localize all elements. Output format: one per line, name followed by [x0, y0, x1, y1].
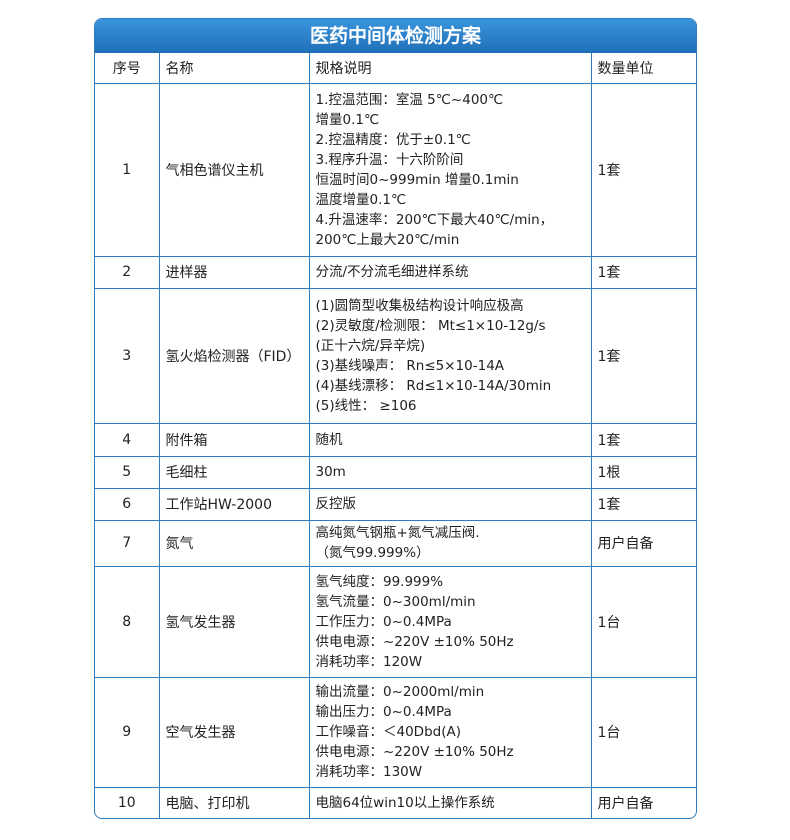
spec-line: 反控版 [315, 496, 357, 512]
name-cell: 氮气 [158, 519, 310, 567]
spec-line: 分流/不分流毛细进样系统 [315, 264, 469, 280]
name-cell: 毛细柱 [158, 455, 310, 489]
spec-line: (4)基线漂移： Rd≤1×10-14A/30min [315, 377, 552, 394]
spec-line: 1.控温范围：室温 5℃~400℃ [315, 91, 504, 108]
index-cell: 1 [95, 82, 160, 257]
table-row: 3 氢火焰检测器（FID） (1)圆筒型收集极结构设计响应极高 (2)灵敏度/检测限：… [95, 287, 696, 424]
spec-line: （氮气99.999%） [315, 545, 430, 561]
table-row: 2 进样器 分流/不分流毛细进样系统 1套 [95, 255, 696, 289]
quantity-cell: 用户自备 [590, 519, 696, 567]
spec-line: 恒温时间0~999min 增量0.1min [315, 171, 519, 188]
column-header: 规格说明 [308, 53, 592, 84]
table-row: 4 附件箱 随机 1套 [95, 422, 696, 457]
spec-line: 增量0.1℃ [315, 111, 380, 128]
table-title: 医药中间体检测方案 [95, 19, 696, 53]
spec-line: (5)线性： ≥106 [315, 397, 417, 414]
spec-line: (1)圆筒型收集极结构设计响应极高 [315, 297, 524, 314]
spec-cell: 反控版 [308, 487, 592, 521]
spec-cell: 30m [308, 455, 592, 489]
spec-line: 30m [315, 464, 346, 480]
plan-table: 医药中间体检测方案 序号 名称 规格说明 数量单位 1 气相色谱仪主机 1.控温范围：室温 … [94, 18, 697, 819]
index-cell: 2 [95, 255, 160, 289]
table-row: 7 氮气 高纯氮气钢瓶+氮气减压阀. （氮气99.999%） 用户自备 [95, 519, 696, 567]
table-row: 9 空气发生器 输出流量：0~2000ml/min 输出压力：0~0.4MPa 工作噪音… [95, 676, 696, 788]
quantity-cell: 1套 [590, 255, 696, 289]
header-row: 序号 名称 规格说明 数量单位 [95, 53, 696, 84]
name-cell: 电脑、打印机 [158, 786, 310, 818]
spec-cell: 随机 [308, 422, 592, 457]
quantity-cell: 1套 [590, 82, 696, 257]
index-cell: 4 [95, 422, 160, 457]
name-cell: 氢气发生器 [158, 565, 310, 678]
spec-cell: (1)圆筒型收集极结构设计响应极高 (2)灵敏度/检测限： Mt≤1×10-12g… [308, 287, 592, 424]
index-cell: 10 [95, 786, 160, 818]
spec-cell: 电脑64位win10以上操作系统 [308, 786, 592, 818]
index-cell: 9 [95, 676, 160, 788]
table-row: 6 工作站HW-2000 反控版 1套 [95, 487, 696, 521]
column-header: 序号 [95, 53, 160, 84]
spec-line: 电脑64位win10以上操作系统 [315, 794, 495, 811]
spec-line: 供电电源：~220V ±10% 50Hz [315, 744, 514, 760]
spec-line: (2)灵敏度/检测限： Mt≤1×10-12g/s [315, 317, 546, 334]
quantity-cell: 1台 [590, 565, 696, 678]
name-cell: 附件箱 [158, 422, 310, 457]
spec-line: 高纯氮气钢瓶+氮气减压阀. [315, 525, 480, 541]
spec-line: 3.程序升温：十六阶阶间 [315, 151, 464, 168]
quantity-cell: 1套 [590, 287, 696, 424]
name-cell: 氢火焰检测器（FID） [158, 287, 310, 424]
spec-line: (3)基线噪声： Rn≤5×10-14A [315, 357, 505, 374]
quantity-cell: 用户自备 [590, 786, 696, 818]
spec-line: 输出压力：0~0.4MPa [315, 704, 452, 720]
quantity-cell: 1套 [590, 422, 696, 457]
spec-cell: 氢气纯度：99.999% 氢气流量：0~300ml/min 工作压力：0~0.4MP… [308, 565, 592, 678]
index-cell: 7 [95, 519, 160, 567]
name-cell: 空气发生器 [158, 676, 310, 788]
spec-cell: 分流/不分流毛细进样系统 [308, 255, 592, 289]
spec-line: 随机 [315, 431, 343, 448]
spec-line: 200℃上最大20℃/min [315, 231, 460, 248]
index-cell: 5 [95, 455, 160, 489]
name-cell: 气相色谱仪主机 [158, 82, 310, 257]
table-row: 10 电脑、打印机 电脑64位win10以上操作系统 用户自备 [95, 786, 696, 818]
column-header: 数量单位 [590, 53, 696, 84]
column-header: 名称 [158, 53, 310, 84]
name-cell: 工作站HW-2000 [158, 487, 310, 521]
spec-line: 4.升温速率：200℃下最大40℃/min， [315, 211, 554, 228]
spec-line: 消耗功率：120W [315, 653, 423, 670]
table: 序号 名称 规格说明 数量单位 1 气相色谱仪主机 1.控温范围：室温 5℃~400℃ 增量0… [95, 53, 696, 818]
spec-line: 2.控温精度：优于±0.1℃ [315, 131, 471, 148]
quantity-cell: 1根 [590, 455, 696, 489]
index-cell: 8 [95, 565, 160, 678]
quantity-cell: 1台 [590, 676, 696, 788]
spec-cell: 输出流量：0~2000ml/min 输出压力：0~0.4MPa 工作噪音：＜40Db… [308, 676, 592, 788]
spec-cell: 1.控温范围：室温 5℃~400℃ 增量0.1℃ 2.控温精度：优于±0.1℃ 3.程… [308, 82, 592, 257]
spec-line: 温度增量0.1℃ [315, 191, 407, 208]
quantity-cell: 1套 [590, 487, 696, 521]
spec-line: 供电电源：~220V ±10% 50Hz [315, 633, 514, 650]
table-row: 5 毛细柱 30m 1根 [95, 455, 696, 489]
spec-line: 氢气流量：0~300ml/min [315, 593, 476, 610]
table-row: 8 氢气发生器 氢气纯度：99.999% 氢气流量：0~300ml/min 工作压力：0… [95, 565, 696, 678]
spec-line: 输出流量：0~2000ml/min [315, 684, 485, 700]
spec-line: 工作噪音：＜40Dbd(A) [315, 724, 461, 740]
table-row: 1 气相色谱仪主机 1.控温范围：室温 5℃~400℃ 增量0.1℃ 2.控温精度：优于… [95, 82, 696, 257]
index-cell: 3 [95, 287, 160, 424]
spec-line: (正十六烷/异辛烷) [315, 337, 426, 354]
spec-cell: 高纯氮气钢瓶+氮气减压阀. （氮气99.999%） [308, 519, 592, 567]
spec-line: 氢气纯度：99.999% [315, 573, 444, 590]
index-cell: 6 [95, 487, 160, 521]
spec-line: 消耗功率：130W [315, 764, 423, 780]
spec-line: 工作压力：0~0.4MPa [315, 613, 452, 630]
name-cell: 进样器 [158, 255, 310, 289]
